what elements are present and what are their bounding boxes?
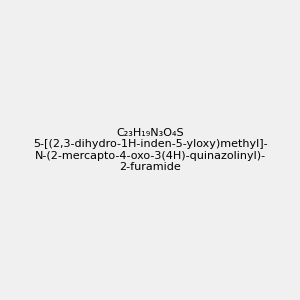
Text: C₂₃H₁₉N₃O₄S
5-[(2,3-dihydro-1H-inden-5-yloxy)methyl]-
N-(2-mercapto-4-oxo-3(4H)-: C₂₃H₁₉N₃O₄S 5-[(2,3-dihydro-1H-inden-5-y… — [33, 128, 267, 172]
